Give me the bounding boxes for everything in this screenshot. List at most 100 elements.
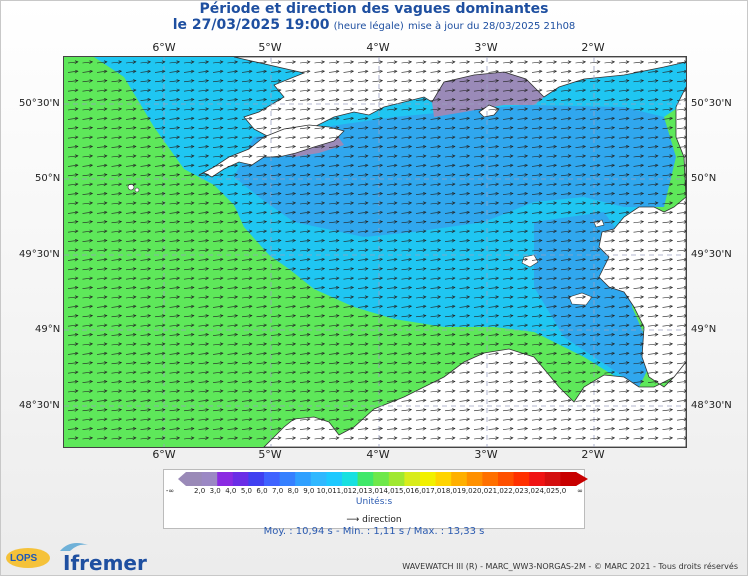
direction-arrow <box>198 409 209 412</box>
direction-arrow <box>314 287 325 289</box>
direction-arrow <box>140 108 151 111</box>
direction-arrow-head <box>640 276 645 281</box>
direction-arrow-head <box>335 333 340 337</box>
direction-arrow <box>662 221 673 224</box>
direction-arrow <box>517 315 528 318</box>
direction-arrow <box>444 211 455 214</box>
direction-arrow-head <box>176 60 181 64</box>
direction-arrow <box>198 334 209 336</box>
forecast-date: le 27/03/2025 19:00 <box>172 17 330 33</box>
direction-arrow <box>560 202 571 205</box>
direction-arrow <box>502 61 513 64</box>
direction-arrow <box>343 117 354 120</box>
direction-arrow <box>488 258 499 261</box>
direction-arrow <box>256 418 267 421</box>
direction-arrow-head <box>495 257 500 262</box>
direction-arrow-head <box>190 408 195 412</box>
direction-arrow <box>328 352 339 355</box>
direction-arrow-head <box>466 257 471 262</box>
direction-arrow-head <box>89 126 94 130</box>
direction-arrow-head <box>422 201 427 205</box>
direction-arrow-head <box>132 88 137 93</box>
direction-arrow-head <box>190 342 195 346</box>
direction-arrow <box>270 183 281 186</box>
direction-arrow <box>662 324 673 327</box>
direction-arrow-head <box>495 154 500 158</box>
direction-arrow <box>96 127 107 130</box>
direction-arrow <box>241 249 252 252</box>
direction-arrow-head <box>408 79 413 83</box>
direction-arrow-head <box>74 60 79 64</box>
direction-arrow-head <box>669 286 674 290</box>
direction-arrow-head <box>190 333 195 337</box>
direction-arrow <box>357 221 368 224</box>
direction-arrow-head <box>277 69 282 74</box>
direction-arrow <box>459 108 470 111</box>
direction-arrow-head <box>161 323 166 328</box>
direction-arrow-head <box>640 135 645 140</box>
direction-arrow-head <box>393 276 398 281</box>
direction-arrow <box>372 117 383 120</box>
direction-arrow-head <box>538 210 543 215</box>
direction-arrow-head <box>306 398 311 403</box>
direction-arrow-head <box>306 257 311 262</box>
direction-arrow <box>444 352 455 355</box>
direction-arrow-head <box>437 304 442 309</box>
direction-arrow-head <box>219 380 224 384</box>
direction-arrow-head <box>335 408 340 412</box>
direction-arrow <box>67 136 78 139</box>
direction-arrow-head <box>524 408 529 412</box>
direction-arrow <box>401 240 412 242</box>
direction-arrow <box>473 277 484 280</box>
direction-arrow <box>328 258 339 261</box>
direction-arrow <box>386 305 397 308</box>
direction-arrow-head <box>480 145 485 149</box>
direction-arrow <box>96 315 107 318</box>
direction-arrow-head <box>437 145 442 149</box>
direction-arrow-head <box>364 342 369 346</box>
direction-arrow <box>633 136 644 139</box>
wave-map[interactable] <box>63 56 687 448</box>
direction-arrow-head <box>480 361 485 365</box>
direction-arrow-head <box>567 295 572 299</box>
direction-arrow <box>198 70 209 73</box>
direction-arrow <box>662 352 673 355</box>
direction-arrow-head <box>422 145 427 149</box>
direction-arrow-head <box>74 135 79 140</box>
direction-arrow <box>125 371 136 374</box>
direction-arrow-head <box>234 79 239 83</box>
direction-arrow <box>517 183 528 186</box>
direction-arrow-head <box>422 135 427 140</box>
direction-arrow-head <box>74 79 79 83</box>
direction-arrow-head <box>234 436 239 440</box>
direction-arrow-head <box>625 182 630 187</box>
direction-arrow <box>647 409 658 412</box>
direction-arrow-head <box>234 98 239 102</box>
direction-arrow-head <box>408 229 413 234</box>
direction-arrow <box>314 258 325 261</box>
direction-arrow-head <box>422 361 427 365</box>
direction-arrow-head <box>176 145 181 149</box>
direction-arrow-head <box>219 220 224 224</box>
direction-arrow <box>111 437 122 440</box>
direction-arrow <box>459 249 470 252</box>
direction-arrow <box>183 277 194 280</box>
colorbar-segment <box>357 472 374 486</box>
direction-arrow-head <box>118 286 123 290</box>
direction-arrow <box>604 99 615 101</box>
direction-arrow-head <box>219 79 224 83</box>
direction-arrow <box>328 381 339 383</box>
direction-arrow <box>227 136 238 139</box>
direction-arrow-head <box>408 417 413 422</box>
direction-arrow <box>531 324 542 327</box>
direction-arrow-head <box>234 201 239 205</box>
direction-arrow-head <box>234 182 239 187</box>
colorbar-segment <box>513 472 530 486</box>
direction-arrow-head <box>495 182 500 187</box>
direction-arrow <box>531 146 542 148</box>
direction-arrow <box>560 334 571 336</box>
direction-arrow-head <box>364 135 369 140</box>
direction-arrow-head <box>74 351 79 356</box>
direction-arrow <box>444 409 455 412</box>
direction-arrow-head <box>350 220 355 224</box>
